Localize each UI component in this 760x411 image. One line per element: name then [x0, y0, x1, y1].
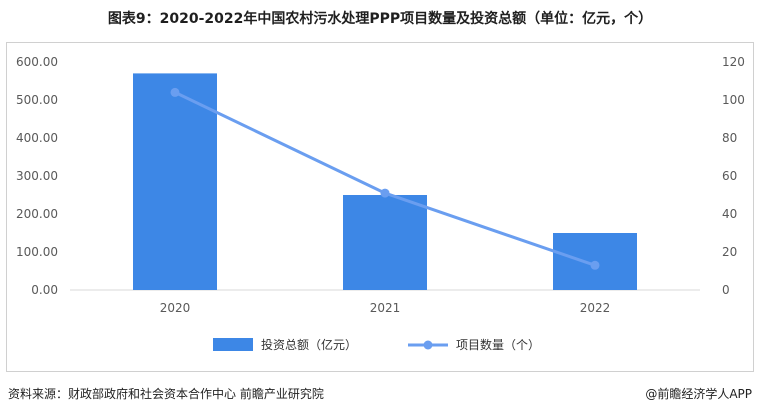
chart-frame: [6, 42, 754, 372]
x-tick-label: 2021: [370, 301, 401, 315]
legend-label-line: 项目数量（个）: [456, 337, 540, 352]
legend-label-bar: 投资总额（亿元）: [261, 337, 357, 352]
legend-swatch-bar: [213, 338, 253, 351]
y2-tick-label: 80: [722, 131, 737, 145]
bar-2020: [133, 73, 217, 291]
y-tick-label: 0.00: [31, 283, 58, 297]
combo-chart: 0.00 100.00 200.00 300.00 400.00 500.00 600.00…: [16, 55, 745, 352]
y-tick-label: 500.00: [16, 93, 58, 107]
y2-tick-label: 0: [722, 283, 730, 297]
y-tick-label: 200.00: [16, 207, 58, 221]
x-tick-label: 2020: [160, 301, 191, 315]
line-point-2022: [590, 260, 600, 270]
y-tick-label: 400.00: [16, 131, 58, 145]
chart-title: 图表9：2020-2022年中国农村污水处理PPP项目数量及投资总额（单位：亿元…: [107, 11, 653, 27]
y2-tick-label: 100: [722, 93, 745, 107]
y2-tick-label: 40: [722, 207, 737, 221]
brand-credit: @前瞻经济学人APP: [645, 387, 752, 401]
legend-swatch-line-marker: [423, 340, 433, 350]
y-tick-label: 300.00: [16, 169, 58, 183]
y-tick-label: 600.00: [16, 55, 58, 69]
bar-2021: [343, 195, 427, 290]
line-point-2020: [170, 87, 180, 97]
x-tick-label: 2022: [580, 301, 611, 315]
y2-tick-label: 20: [722, 245, 737, 259]
y-tick-label: 100.00: [16, 245, 58, 259]
line-point-2021: [380, 188, 390, 198]
source-note: 资料来源：财政部政府和社会资本合作中心 前瞻产业研究院: [8, 387, 324, 401]
y2-tick-label: 120: [722, 55, 745, 69]
y2-tick-label: 60: [722, 169, 737, 183]
